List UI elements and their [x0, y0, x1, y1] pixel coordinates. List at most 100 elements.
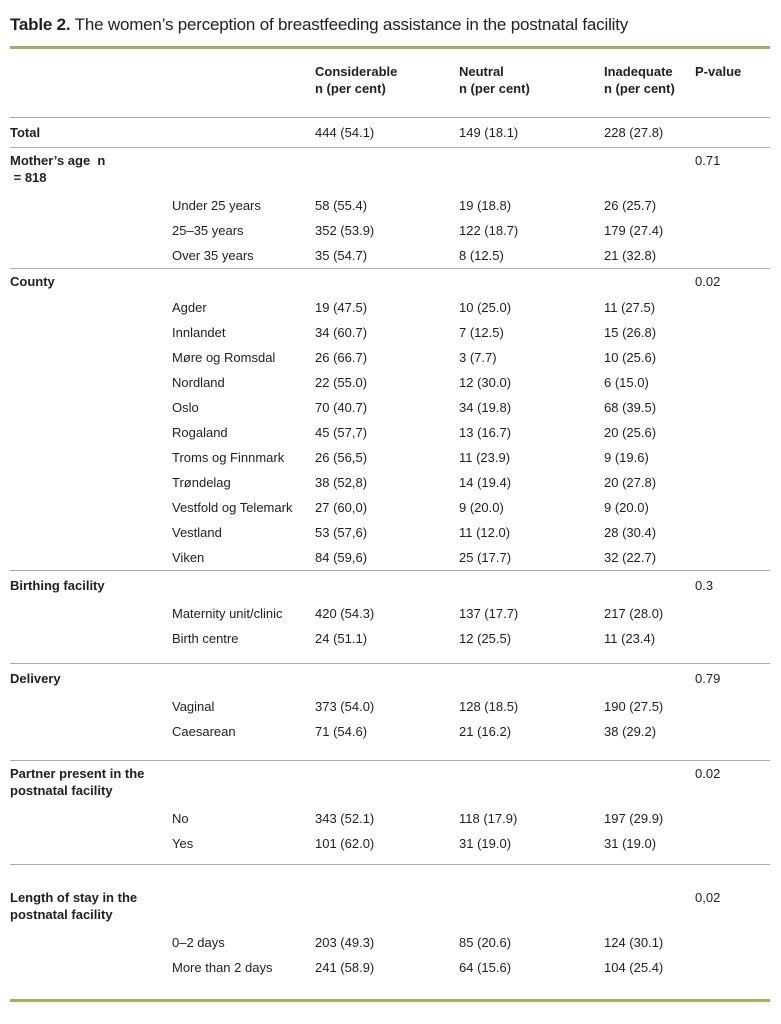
- inadequate-value: 26 (25.7): [604, 198, 657, 213]
- inadequate-value: 190 (27.5): [604, 699, 664, 714]
- section-pvalue: 0.3: [695, 578, 714, 593]
- table-row: Trøndelag 38 (52,8) 14 (19.4) 20 (27.8): [10, 470, 770, 495]
- column-header-neutral-line1: Neutral: [459, 64, 504, 79]
- neutral-value: 14 (19.4): [459, 475, 512, 490]
- section-rows: Agder 19 (47.5) 10 (25.0) 11 (27.5) Innlande…: [10, 295, 770, 570]
- inadequate-value: 9 (20.0): [604, 500, 649, 515]
- section-rows: 0–2 days 203 (49.3) 85 (20.6) 124 (30.1) Mor…: [10, 930, 770, 980]
- neutral-value: 64 (15.6): [459, 960, 512, 975]
- inadequate-value: 10 (25.6): [604, 350, 657, 365]
- section-header-row: Partner present in the postnatal facilit…: [10, 765, 770, 799]
- column-header-pvalue: P-value: [695, 64, 742, 79]
- neutral-value: 118 (17.9): [459, 811, 518, 826]
- inadequate-value: 32 (22.7): [604, 550, 657, 565]
- inadequate-value: 217 (28.0): [604, 606, 664, 621]
- considerable-value: 26 (66.7): [315, 350, 368, 365]
- row-label: Troms og Finnmark: [172, 450, 285, 465]
- column-header-considerable-line2: n (per cent): [315, 81, 386, 96]
- section-pvalue: 0.79: [695, 671, 721, 686]
- neutral-value: 85 (20.6): [459, 935, 512, 950]
- considerable-value: 53 (57,6): [315, 525, 368, 540]
- section-rows: Vaginal 373 (54.0) 128 (18.5) 190 (27.5) Cae…: [10, 694, 770, 744]
- table-row: Vestland 53 (57,6) 11 (12.0) 28 (30.4): [10, 520, 770, 545]
- section-rows: Under 25 years 58 (55.4) 19 (18.8) 26 (25.7…: [10, 193, 770, 268]
- neutral-value: 34 (19.8): [459, 400, 512, 415]
- neutral-value: 12 (25.5): [459, 631, 512, 646]
- table-row: Under 25 years 58 (55.4) 19 (18.8) 26 (25.7…: [10, 193, 770, 218]
- neutral-value: 122 (18.7): [459, 223, 519, 238]
- section-rows: Maternity unit/clinic 420 (54.3) 137 (17.7…: [10, 601, 770, 651]
- table-row: Caesarean 71 (54.6) 21 (16.2) 38 (29.2): [10, 719, 770, 744]
- table-section: Delivery 0.79 Vaginal 373 (54.0) 128 (18.5) 1…: [10, 664, 770, 761]
- table-row: Nordland 22 (55.0) 12 (30.0) 6 (15.0): [10, 370, 770, 395]
- table-row: Over 35 years 35 (54.7) 8 (12.5) 21 (32.8): [10, 243, 770, 268]
- neutral-value: 21 (16.2): [459, 724, 512, 739]
- table-row: Viken 84 (59,6) 25 (17.7) 32 (22.7): [10, 545, 770, 570]
- total-divider: [10, 147, 770, 148]
- section-header-row: Length of stay in the postnatal facility…: [10, 889, 770, 923]
- table-header-row: Considerable n (per cent) Neutral n (per…: [10, 49, 770, 117]
- inadequate-value: 6 (15.0): [604, 375, 649, 390]
- inadequate-value: 20 (25.6): [604, 425, 657, 440]
- considerable-value: 27 (60,0): [315, 500, 368, 515]
- considerable-value: 241 (58.9): [315, 960, 375, 975]
- considerable-value: 101 (62.0): [315, 836, 375, 851]
- inadequate-value: 179 (27.4): [604, 223, 664, 238]
- column-header-considerable: Considerable n (per cent): [315, 63, 459, 97]
- inadequate-value: 31 (19.0): [604, 836, 657, 851]
- total-inadequate-value: 228 (27.8): [604, 125, 664, 140]
- inadequate-value: 38 (29.2): [604, 724, 657, 739]
- inadequate-value: 124 (30.1): [604, 935, 664, 950]
- considerable-value: 58 (55.4): [315, 198, 368, 213]
- section-pvalue: 0,02: [695, 890, 721, 905]
- section-header-row: Mother’s age n = 818 0.71: [10, 152, 770, 186]
- table-section: Partner present in the postnatal facilit…: [10, 761, 770, 865]
- section-label: Partner present in the postnatal facilit…: [10, 766, 145, 798]
- section-header-row: Birthing facility 0.3: [10, 577, 770, 594]
- table-body: Mother’s age n = 818 0.71 Under 25 years 58…: [10, 148, 770, 999]
- table-row: Agder 19 (47.5) 10 (25.0) 11 (27.5): [10, 295, 770, 320]
- neutral-value: 10 (25.0): [459, 300, 512, 315]
- column-header-neutral-line2: n (per cent): [459, 81, 530, 96]
- column-header-inadequate-line1: Inadequate: [604, 64, 673, 79]
- total-label: Total: [10, 125, 41, 140]
- row-label: Over 35 years: [172, 248, 254, 263]
- row-label: Yes: [172, 836, 194, 851]
- considerable-value: 70 (40.7): [315, 400, 368, 415]
- neutral-value: 128 (18.5): [459, 699, 519, 714]
- neutral-value: 8 (12.5): [459, 248, 504, 263]
- table-caption: Table 2. The women’s perception of breas…: [10, 12, 770, 37]
- table-row: No 343 (52.1) 118 (17.9) 197 (29.9): [10, 806, 770, 831]
- neutral-value: 137 (17.7): [459, 606, 519, 621]
- table-section: County 0.02 Agder 19 (47.5) 10 (25.0) 11 (27.…: [10, 269, 770, 571]
- table-row: Yes 101 (62.0) 31 (19.0) 31 (19.0): [10, 831, 770, 856]
- total-considerable-value: 444 (54.1): [315, 125, 375, 140]
- neutral-value: 13 (16.7): [459, 425, 512, 440]
- neutral-value: 31 (19.0): [459, 836, 512, 851]
- considerable-value: 34 (60.7): [315, 325, 368, 340]
- considerable-value: 373 (54.0): [315, 699, 375, 714]
- considerable-value: 24 (51.1): [315, 631, 368, 646]
- table-row: Troms og Finnmark 26 (56,5) 11 (23.9) 9 (19…: [10, 445, 770, 470]
- considerable-value: 38 (52,8): [315, 475, 368, 490]
- considerable-value: 420 (54.3): [315, 606, 375, 621]
- section-rows: No 343 (52.1) 118 (17.9) 197 (29.9) Yes 101 (…: [10, 806, 770, 856]
- table-row: Vestfold og Telemark 27 (60,0) 9 (20.0) 9 (…: [10, 495, 770, 520]
- section-pvalue: 0.02: [695, 766, 721, 781]
- row-label: Vaginal: [172, 699, 215, 714]
- table-row: Rogaland 45 (57,7) 13 (16.7) 20 (25.6): [10, 420, 770, 445]
- table-caption-text: The women’s perception of breastfeeding …: [70, 15, 629, 34]
- section-header-row: County 0.02: [10, 273, 770, 290]
- considerable-value: 352 (53.9): [315, 223, 375, 238]
- considerable-value: 45 (57,7): [315, 425, 368, 440]
- neutral-value: 12 (30.0): [459, 375, 512, 390]
- neutral-value: 7 (12.5): [459, 325, 504, 340]
- column-header-inadequate-line2: n (per cent): [604, 81, 675, 96]
- section-label: County: [10, 274, 55, 289]
- table-row-total: Total 444 (54.1) 149 (18.1) 228 (27.8): [10, 118, 770, 147]
- section-label: Mother’s age n = 818: [10, 153, 106, 185]
- total-neutral-value: 149 (18.1): [459, 125, 519, 140]
- considerable-value: 35 (54.7): [315, 248, 368, 263]
- top-border-rule: [10, 46, 770, 49]
- table-section: Mother’s age n = 818 0.71 Under 25 years 58…: [10, 148, 770, 269]
